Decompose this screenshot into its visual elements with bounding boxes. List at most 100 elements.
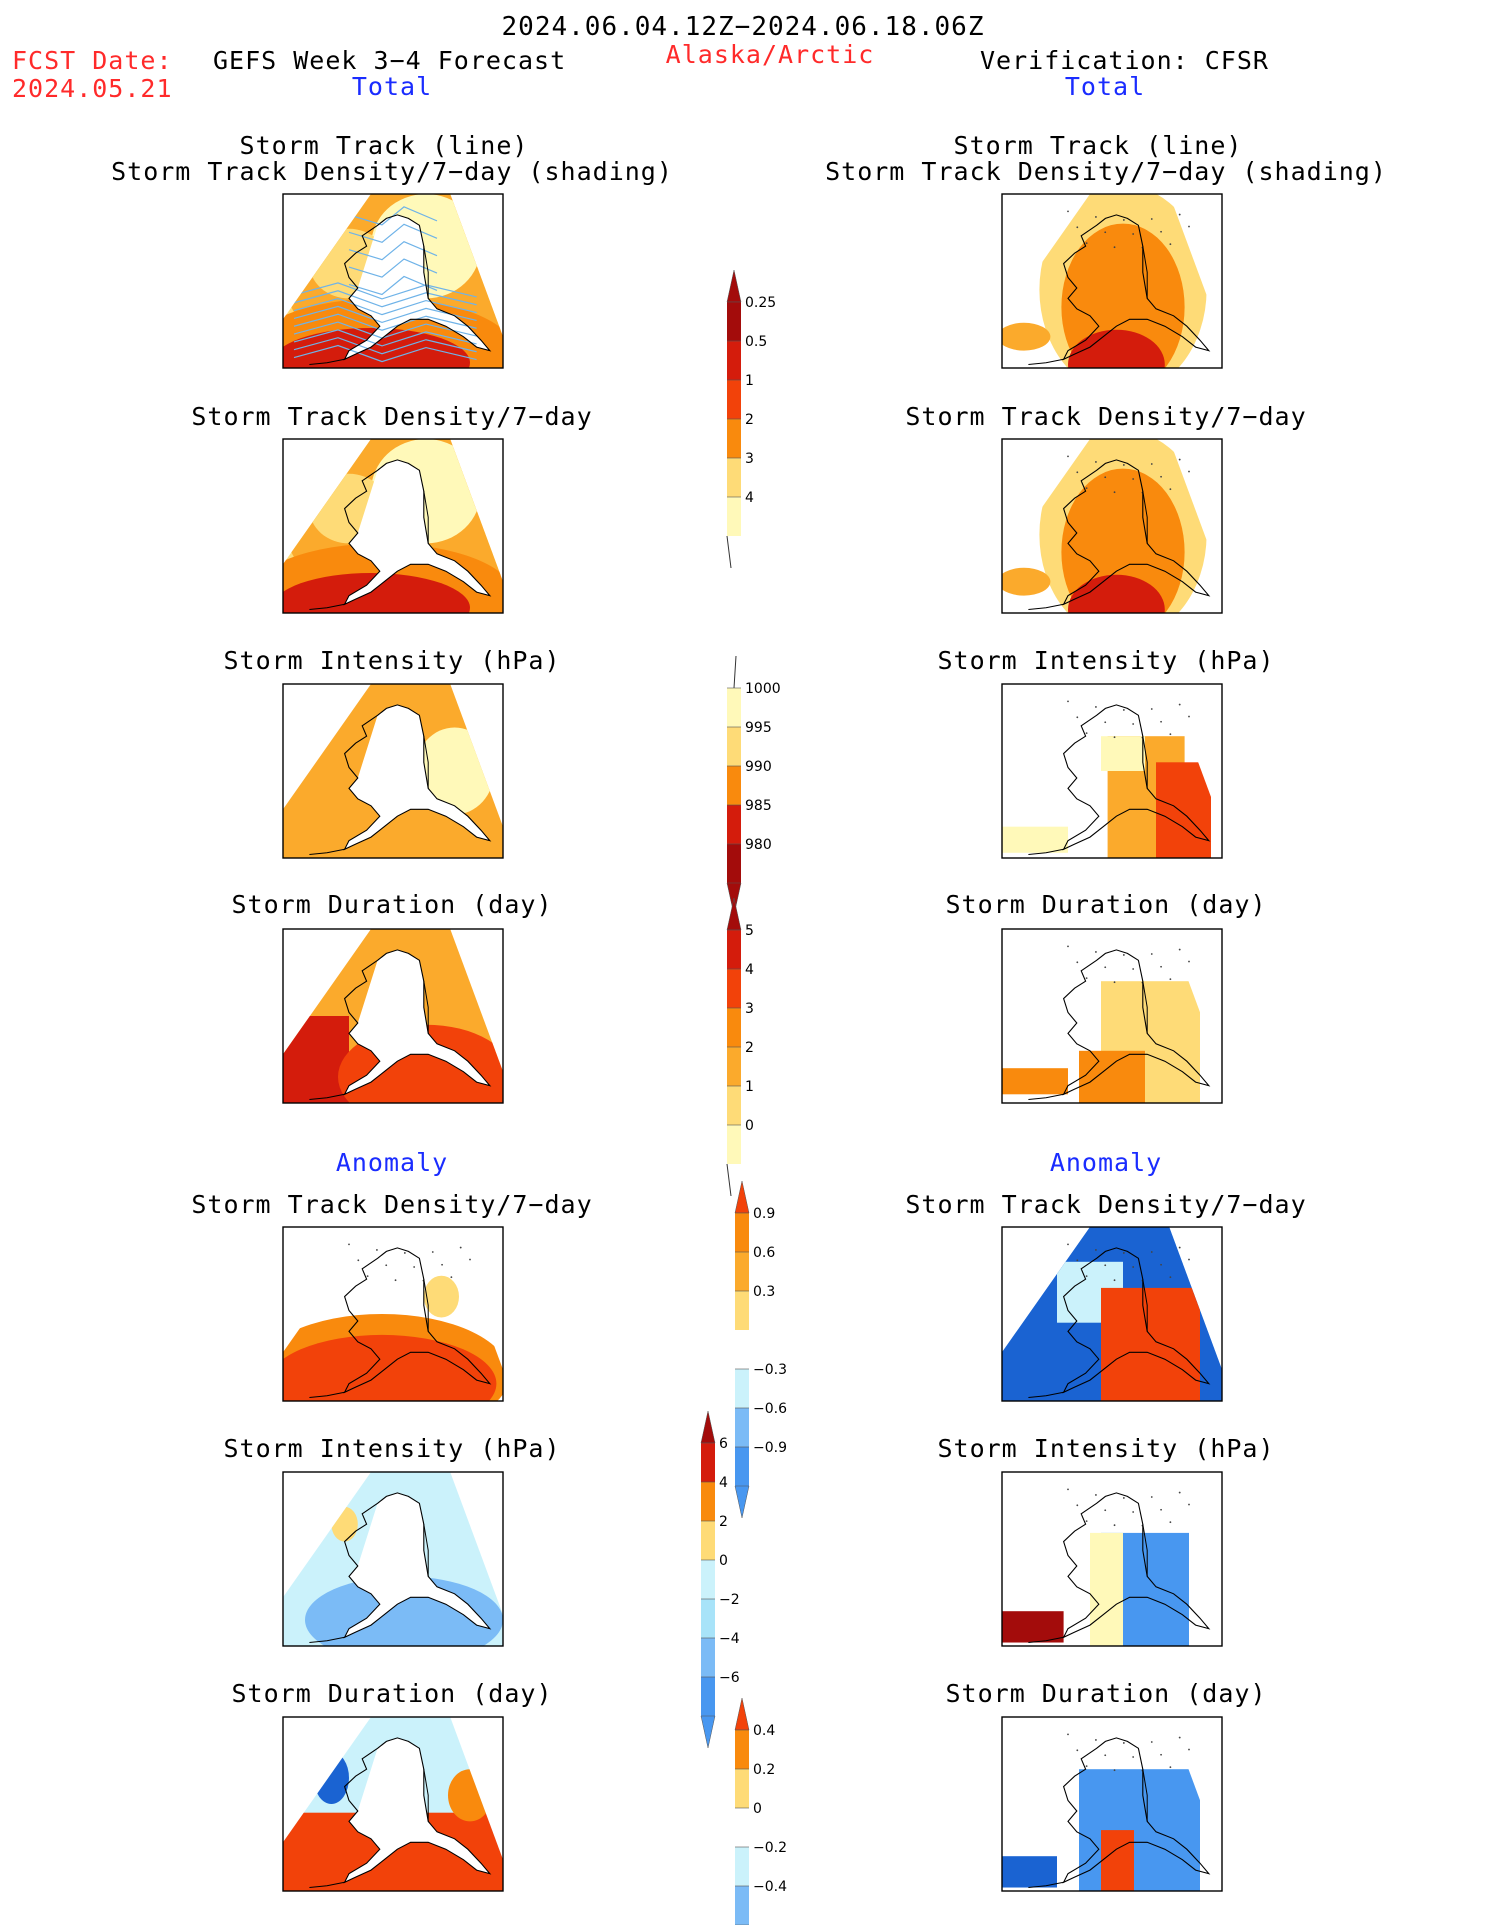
colorbar-tick-label: 2 [719,1514,728,1530]
map-grid-dot [1188,960,1190,963]
storm-track-line [293,290,477,308]
right-duration-anom-panel [1001,1716,1223,1892]
map-grid-dot [1188,1748,1190,1751]
left-intensity-anom-panel-shading [283,1472,503,1646]
map-grid-dot [1178,948,1181,951]
map-grid-dot [1122,219,1125,221]
colorbar-tick-label: 4 [745,962,754,978]
map-grid-dot [1095,706,1097,708]
map-grid-dot [1085,487,1088,490]
colorbar-open-top [733,655,737,689]
colorbar-open-bottom [726,535,732,569]
right-density-anom-panel [1001,1226,1223,1402]
shading-blob [1068,574,1165,613]
aleutian-islands [309,1093,345,1100]
map-grid-dot [1150,708,1153,710]
alaska-coastline [1062,459,1211,606]
map-grid-dot [459,1246,462,1249]
map-grid-dot [1160,475,1162,478]
storm-track-line [348,240,438,261]
storm-track-line [293,313,477,331]
total-right-label: Total [1064,72,1146,101]
colorbar-tick-label: 990 [745,759,772,775]
land-mask [344,1492,490,1638]
map-grid-dot [1178,1491,1181,1494]
canada-border-line [1142,491,1148,544]
colorbar-tick-label: 2 [745,412,754,428]
left-density-anom-panel [282,1226,504,1402]
map-grid-dot [1095,1249,1097,1251]
shading-blob [283,572,470,613]
aleutian-islands [309,603,345,610]
map-grid-dot [1132,1511,1135,1513]
alaska-coastline [343,214,492,361]
colorbar-tick-label: 1 [745,1079,754,1095]
colorbar-tick-label: −0.2 [753,1840,787,1856]
colorbar-segment [727,341,741,380]
shading-blob [331,1506,358,1542]
canada-border-line [423,1279,429,1332]
storm-track-line [293,282,477,300]
map-grid-dot [1150,953,1153,955]
map-grid-dot [1076,226,1079,229]
storm-track-line [293,337,477,355]
colorbar-segment [735,1769,749,1808]
map-grid-dot [1104,721,1107,724]
shading-cell [1079,1050,1145,1103]
map-grid-dot [1132,233,1135,235]
map-grid-dot [1188,715,1190,718]
shading-blob [1002,322,1051,351]
storm-track-line [293,305,477,324]
alaska-coastline [343,459,492,606]
region-title: Alaska/Arctic [665,40,875,69]
verification-title: Verification: CFSR [980,46,1269,75]
map-grid-dot [1085,1275,1088,1278]
left-intensity-panel [282,683,504,859]
shading-cell [1101,1287,1200,1401]
colorbar-tick-label: −2 [719,1592,740,1608]
aleutian-islands [1028,1636,1064,1643]
colorbar-arrow-top [726,897,742,931]
alaska-coastline [343,704,492,851]
map-grid-dot [1104,1509,1107,1512]
map-grid-dot [1067,1488,1069,1491]
colorbar-segment [701,1638,715,1677]
canada-border-line [423,736,429,789]
colorbar-tick-label: −4 [719,1631,740,1647]
shading-blob [283,327,470,368]
canada-border-line [423,981,429,1034]
shading-blob [1068,329,1165,368]
map-grid-dot [413,1266,416,1268]
left-title-density: Storm Track Density/7−day [191,402,593,431]
aleutian-islands [1028,1881,1064,1888]
right-title-intensity-anom: Storm Intensity (hPa) [937,1434,1275,1463]
map-grid-dot [1122,1497,1125,1499]
map-grid-dot [348,1243,350,1246]
canada-border-line [1142,736,1148,789]
map-grid-dot [1067,455,1069,458]
colorbar-segment [735,1808,749,1847]
map-grid-dot [1178,213,1181,216]
map-grid-dot [1067,945,1069,948]
colorbar-segment [735,1330,749,1369]
map-grid-dot [1188,1258,1190,1261]
colorbar-segment [727,930,741,969]
map-grid-dot [1113,1524,1116,1527]
storm-track-line [293,297,477,316]
aleutian-islands [309,1881,345,1888]
map-grid-dot [376,1249,378,1251]
map-grid-dot [441,1263,443,1266]
canada-border-line [423,1524,429,1577]
colorbar-segment [735,1408,749,1447]
left-density-panel-frame [282,438,504,614]
colorbar-segment [735,1369,749,1408]
colorbar-segment [701,1443,715,1482]
right-duration-panel [1001,928,1223,1104]
right-title-intensity: Storm Intensity (hPa) [937,646,1275,675]
colorbar-segment [701,1560,715,1599]
right-title-density-anom: Storm Track Density/7−day [905,1190,1307,1219]
shading-blob [448,1769,492,1822]
colorbar-tick-label: 0.5 [745,334,767,350]
colorbar-tick-label: 0 [753,1801,762,1817]
colorbar-arrow-top [734,1697,750,1731]
